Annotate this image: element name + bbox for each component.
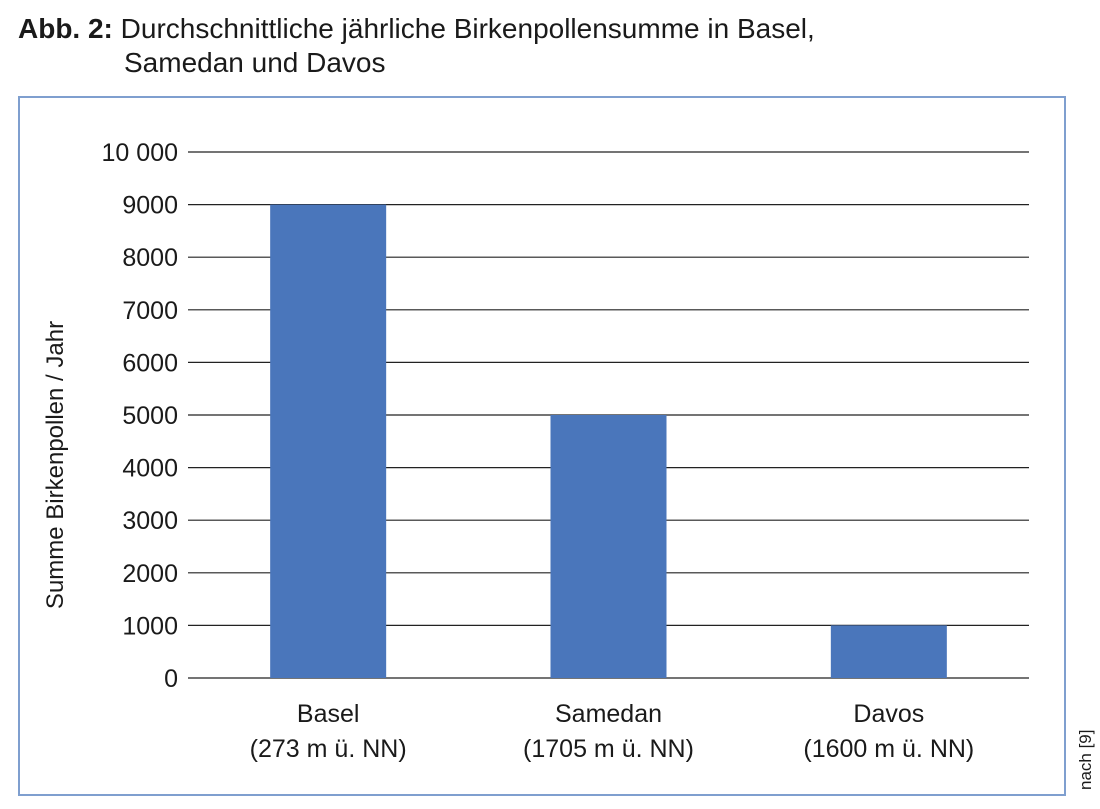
- source-note: nach [9]: [1076, 729, 1095, 791]
- y-tick-label: 5000: [122, 402, 178, 430]
- y-tick-label: 7000: [122, 297, 178, 325]
- y-tick-label: 8000: [122, 244, 178, 272]
- figure-label: Abb. 2:: [18, 13, 113, 44]
- y-tick-label: 6000: [122, 349, 178, 377]
- figure-title-line2: Samedan und Davos: [124, 47, 386, 78]
- y-tick-label: 1000: [122, 612, 178, 640]
- y-tick-label: 10 000: [102, 139, 178, 167]
- x-tick-label: (273 m ü. NN): [250, 735, 407, 763]
- y-tick-label: 2000: [122, 560, 178, 588]
- y-tick-label: 3000: [122, 507, 178, 535]
- x-tick-label: Basel: [297, 700, 360, 728]
- figure-caption: Abb. 2: Durchschnittliche jährliche Birk…: [18, 12, 815, 80]
- y-tick-label: 9000: [122, 192, 178, 220]
- figure-title-line1: Durchschnittliche jährliche Birkenpollen…: [120, 13, 815, 44]
- x-tick-label: Samedan: [555, 700, 662, 728]
- bar: [270, 204, 387, 678]
- chart-frame: [18, 96, 1066, 796]
- x-tick-label: (1705 m ü. NN): [523, 735, 694, 763]
- x-tick-label: (1600 m ü. NN): [803, 735, 974, 763]
- bar: [550, 415, 667, 678]
- bar: [830, 625, 947, 678]
- y-axis-label: Summe Birkenpollen / Jahr: [42, 321, 69, 609]
- y-tick-label: 4000: [122, 455, 178, 483]
- y-tick-label: 0: [164, 665, 178, 693]
- x-tick-label: Davos: [853, 700, 924, 728]
